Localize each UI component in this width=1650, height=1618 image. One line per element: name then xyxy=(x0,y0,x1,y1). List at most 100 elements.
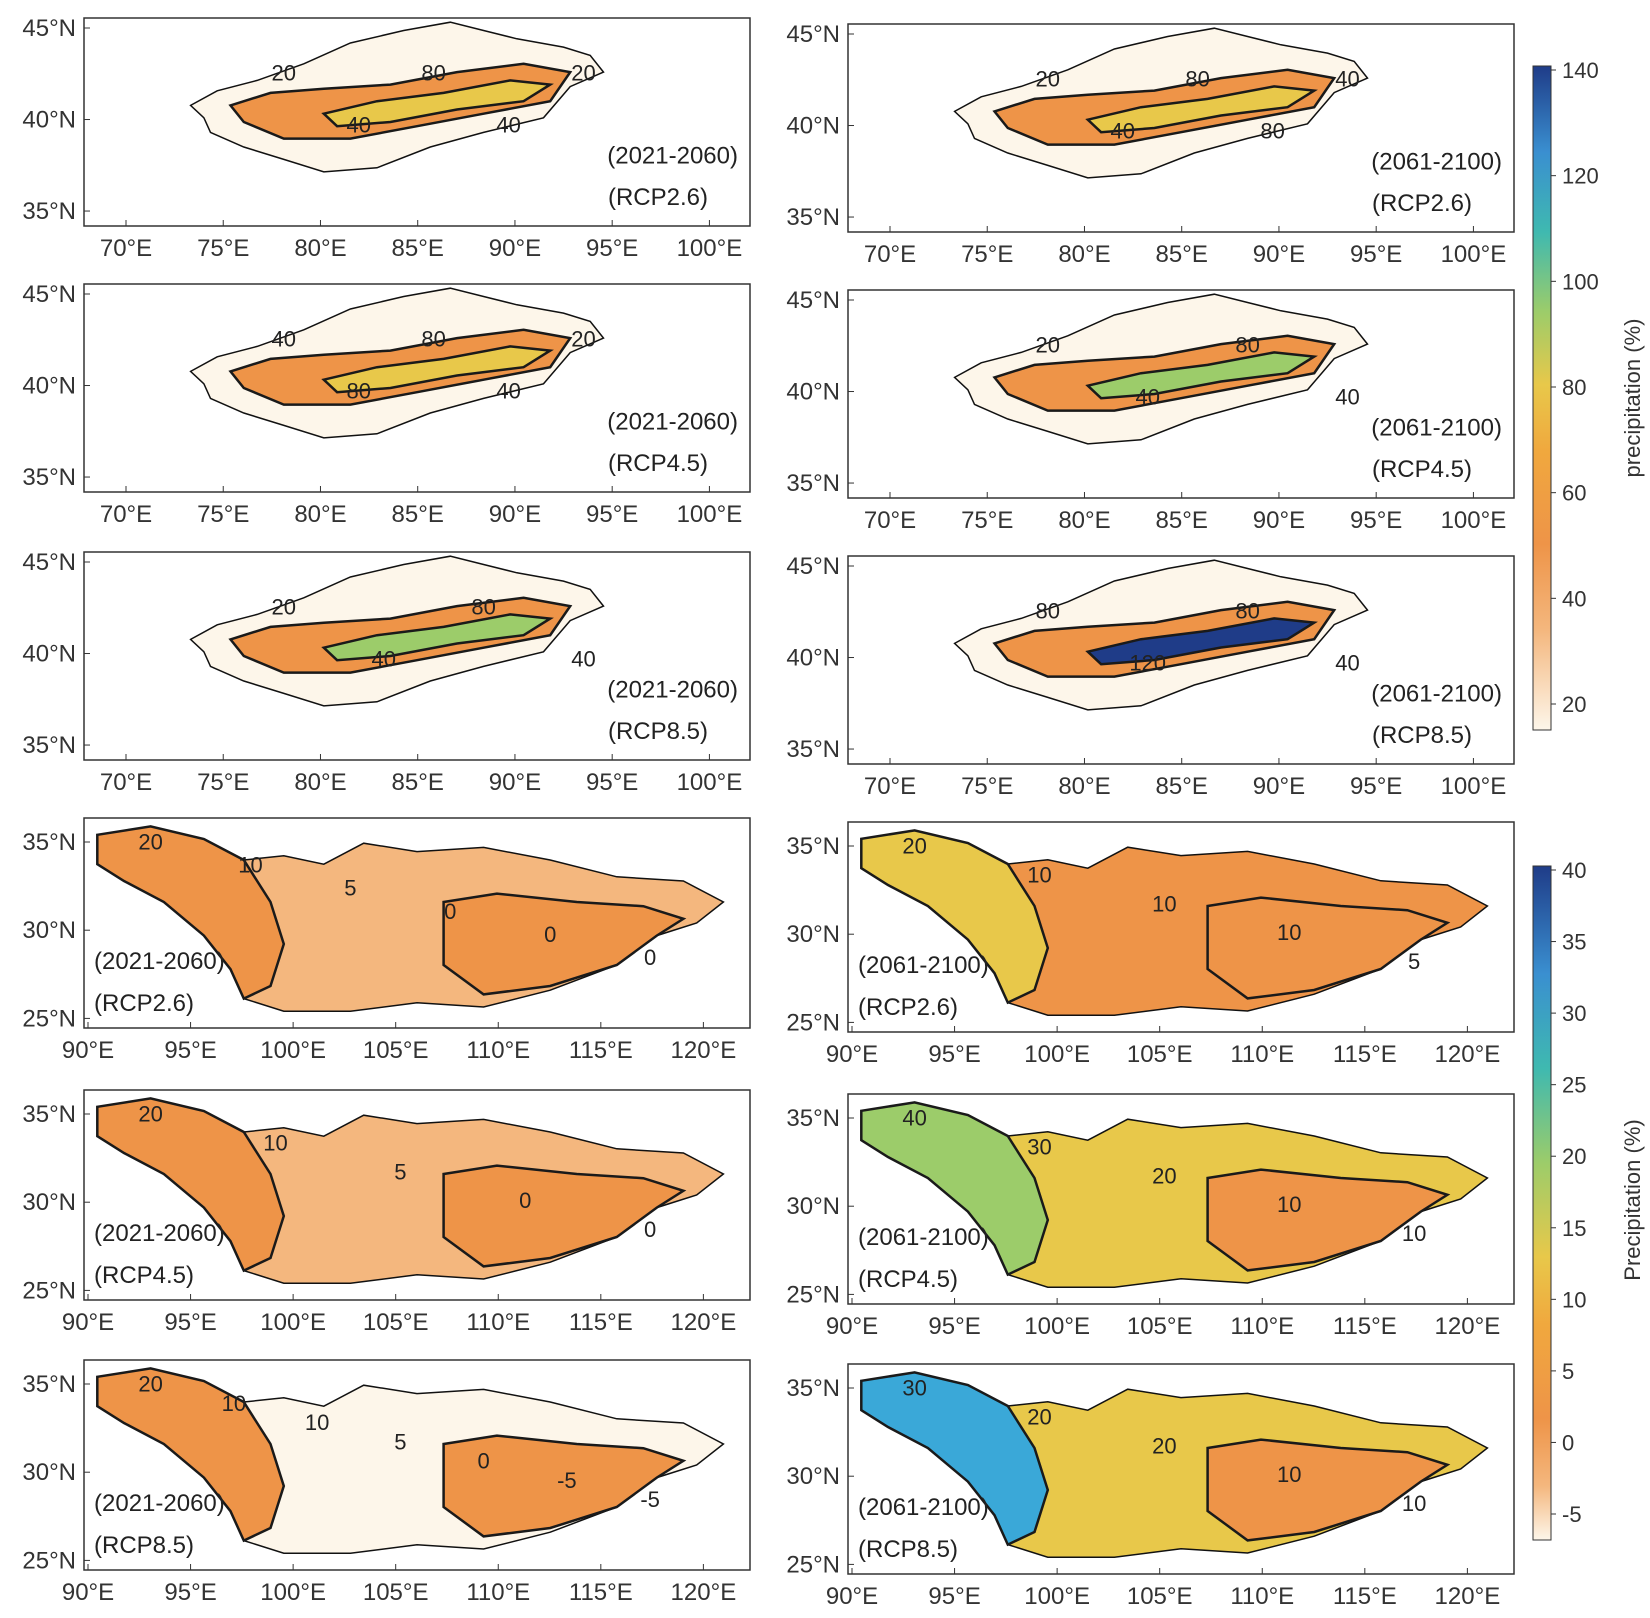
map-panel: 20 10 10 5 0 -5 -5 (2021-2060) (RCP8.5) 35°N 30°N 2… xyxy=(22,1359,751,1606)
contour-label: 20 xyxy=(1036,66,1060,91)
latitude-tick-label: 30°N xyxy=(22,1459,76,1486)
longitude-tick-label: 95°E xyxy=(586,501,638,528)
colorbar-tick-label: 20 xyxy=(1562,692,1586,717)
longitude-tick-label: 80°E xyxy=(1058,507,1110,534)
longitude-tick-label: 75°E xyxy=(197,501,249,528)
contour-label: 40 xyxy=(346,112,370,137)
longitude-tick-label: 100°E xyxy=(1024,1583,1090,1610)
contour-core xyxy=(1085,617,1318,666)
contour-label: 40 xyxy=(1135,384,1159,409)
scenario-label: (RCP8.5) xyxy=(94,1532,194,1559)
colorbar-tick-label: 25 xyxy=(1562,1073,1586,1098)
longitude-tick-label: 95°E xyxy=(586,235,638,262)
longitude-tick-label: 105°E xyxy=(363,1309,429,1336)
colorbar-tick-label: 10 xyxy=(1562,1287,1586,1312)
colorbar-tick-label: 40 xyxy=(1562,858,1586,883)
longitude-tick-label: 110°E xyxy=(466,1579,530,1606)
colorbar-bottom-label: Precipitation (%) xyxy=(1620,1119,1645,1280)
longitude-tick-label: 95°E xyxy=(928,1583,980,1610)
contour-label: 30 xyxy=(1027,1134,1051,1159)
latitude-tick-label: 35°N xyxy=(786,1375,840,1402)
longitude-tick-label: 95°E xyxy=(928,1313,980,1340)
contour-label: 0 xyxy=(444,899,456,924)
latitude-tick-label: 45°N xyxy=(22,15,76,42)
longitude-tick-label: 100°E xyxy=(1441,507,1507,534)
colorbar-top-label: precipitation (%) xyxy=(1620,319,1645,478)
latitude-tick-label: 35°N xyxy=(22,198,76,225)
contour-label: 10 xyxy=(1402,1221,1426,1246)
contour-core xyxy=(321,345,554,394)
longitude-tick-label: 80°E xyxy=(1058,241,1110,268)
colorbar-top-bar xyxy=(1532,65,1552,731)
longitude-tick-label: 95°E xyxy=(164,1579,216,1606)
scenario-label: (RCP8.5) xyxy=(1372,722,1472,749)
latitude-tick-label: 45°N xyxy=(786,287,840,314)
map-panel: 40 30 20 10 10 (2061-2100) (RCP4.5) 35°N 30°N 25°… xyxy=(786,1093,1515,1340)
contour-label: 0 xyxy=(477,1449,489,1474)
longitude-tick-label: 120°E xyxy=(671,1037,737,1064)
latitude-tick-label: 35°N xyxy=(22,829,76,856)
contour-label: 40 xyxy=(902,1106,926,1131)
contour-core xyxy=(442,892,687,996)
contour-label: 40 xyxy=(496,112,520,137)
latitude-tick-label: 35°N xyxy=(22,464,76,491)
map-panel: 40 80 80 40 20 (2021-2060) (RCP4.5) 45°N 40°N 35°… xyxy=(22,281,751,528)
longitude-tick-label: 90°E xyxy=(826,1313,878,1340)
colorbar-tick-label: 20 xyxy=(1562,1144,1586,1169)
contour-label: 40 xyxy=(1335,384,1359,409)
latitude-tick-label: 40°N xyxy=(22,641,76,668)
longitude-tick-label: 90°E xyxy=(826,1041,878,1068)
period-label: (2021-2060) xyxy=(607,143,738,170)
colorbar-tick-label: 120 xyxy=(1562,164,1599,189)
scenario-label: (RCP2.6) xyxy=(94,990,194,1017)
colorbar-bottom: 40 35 30 25 20 15 10 5 0 -5 Precipitation (%) xyxy=(1532,858,1645,1541)
contour-label: 80 xyxy=(346,378,370,403)
map-panel: 20 10 5 0 0 0 (2021-2060) (RCP2.6) 35°N 30°N 25°N 9… xyxy=(22,817,751,1064)
map-panel: 20 40 80 40 (2021-2060) (RCP8.5) 45°N 40°N 35°N 7… xyxy=(22,549,751,796)
contour-label: 10 xyxy=(1277,920,1301,945)
contour-label: 80 xyxy=(1036,598,1060,623)
contour-label: 20 xyxy=(571,326,595,351)
longitude-tick-label: 90°E xyxy=(1253,507,1305,534)
longitude-tick-label: 90°E xyxy=(62,1309,114,1336)
latitude-tick-label: 35°N xyxy=(22,1101,76,1128)
contour-core xyxy=(1206,896,1451,1000)
contour-region xyxy=(860,829,1050,1005)
contour-region xyxy=(96,1367,286,1543)
latitude-tick-label: 25°N xyxy=(22,1547,76,1574)
longitude-tick-label: 120°E xyxy=(1435,1313,1501,1340)
longitude-tick-label: 115°E xyxy=(569,1037,633,1064)
contour-label: 40 xyxy=(496,378,520,403)
longitude-tick-label: 75°E xyxy=(197,769,249,796)
longitude-tick-label: 95°E xyxy=(1350,773,1402,800)
contour-label: 5 xyxy=(1408,949,1420,974)
longitude-tick-label: 105°E xyxy=(1127,1583,1193,1610)
contour-label: 40 xyxy=(1335,650,1359,675)
latitude-tick-label: 40°N xyxy=(22,107,76,134)
contour-label: 30 xyxy=(902,1376,926,1401)
contour-core xyxy=(321,613,554,662)
contour-label: 5 xyxy=(394,1429,406,1454)
longitude-tick-label: 80°E xyxy=(294,769,346,796)
map-panel: 80 120 80 40 (2061-2100) (RCP8.5) 45°N 40°N 35°N… xyxy=(786,553,1515,800)
longitude-tick-label: 85°E xyxy=(1156,241,1208,268)
contour-region xyxy=(96,825,286,1001)
longitude-tick-label: 75°E xyxy=(961,241,1013,268)
colorbar-tick-label: 15 xyxy=(1562,1216,1586,1241)
longitude-tick-label: 80°E xyxy=(294,235,346,262)
longitude-tick-label: 90°E xyxy=(1253,773,1305,800)
tarim-basin-panels: 20 40 80 40 20 (2021-2060) (RCP2.6) 45°N 40°N 35°… xyxy=(22,15,1515,800)
longitude-tick-label: 85°E xyxy=(1156,773,1208,800)
longitude-tick-label: 110°E xyxy=(1230,1041,1294,1068)
longitude-tick-label: 100°E xyxy=(1441,241,1507,268)
longitude-tick-label: 100°E xyxy=(260,1037,326,1064)
map-panel: 20 40 80 40 20 (2021-2060) (RCP2.6) 45°N 40°N 35°… xyxy=(22,15,751,262)
longitude-tick-label: 110°E xyxy=(466,1309,530,1336)
longitude-tick-label: 90°E xyxy=(62,1037,114,1064)
latitude-tick-label: 30°N xyxy=(22,917,76,944)
period-label: (2021-2060) xyxy=(607,677,738,704)
latitude-tick-label: 45°N xyxy=(22,549,76,576)
longitude-tick-label: 70°E xyxy=(100,769,152,796)
contour-label: 10 xyxy=(1152,891,1176,916)
contour-label: 0 xyxy=(519,1188,531,1213)
